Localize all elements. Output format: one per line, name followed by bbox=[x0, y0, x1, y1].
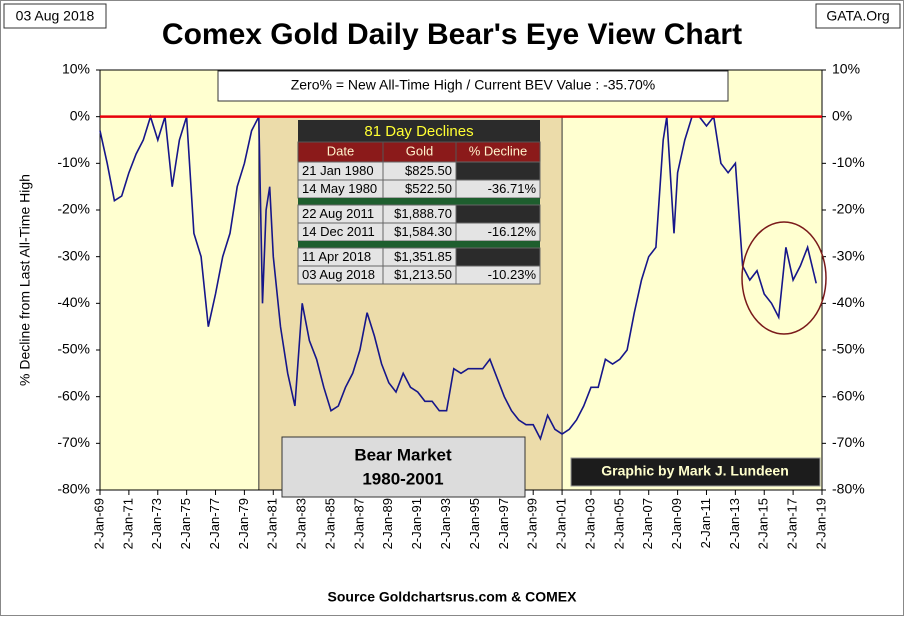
y2-tick-label: -60% bbox=[832, 387, 865, 403]
y2-tick-label: -80% bbox=[832, 481, 865, 497]
x-tick-label: 2-Jan-91 bbox=[409, 498, 424, 549]
y-tick-label: -20% bbox=[57, 201, 90, 217]
x-tick-label: 2-Jan-73 bbox=[149, 498, 164, 549]
x-tick-label: 2-Jan-17 bbox=[785, 498, 800, 549]
y-tick-label: 10% bbox=[62, 61, 90, 77]
x-tick-label: 2-Jan-05 bbox=[611, 498, 626, 549]
x-tick-label: 2-Jan-75 bbox=[178, 498, 193, 549]
table-cell-text: 14 May 1980 bbox=[302, 181, 377, 196]
date-label: 03 Aug 2018 bbox=[16, 8, 95, 24]
source: Source Goldchartsrus.com & COMEX bbox=[328, 589, 578, 605]
y2-tick-label: -20% bbox=[832, 201, 865, 217]
x-tick-label: 2-Jan-01 bbox=[554, 498, 569, 549]
x-tick-label: 2-Jan-71 bbox=[120, 498, 135, 549]
x-tick-label: 2-Jan-03 bbox=[582, 498, 597, 549]
y2-tick-label: 0% bbox=[832, 107, 852, 123]
x-tick-label: 2-Jan-97 bbox=[496, 498, 511, 549]
table-cell-text: -10.23% bbox=[488, 267, 537, 282]
table-cell-text: $825.50 bbox=[405, 163, 452, 178]
table-separator bbox=[298, 241, 540, 248]
y-tick-label: 0% bbox=[70, 107, 90, 123]
table-cell-text: -36.71% bbox=[488, 181, 537, 196]
y-tick-label: -10% bbox=[57, 154, 90, 170]
y-tick-label: -40% bbox=[57, 294, 90, 310]
table-cell-text: 22 Aug 2011 bbox=[302, 206, 374, 221]
y2-tick-label: -50% bbox=[832, 341, 865, 357]
region-label: Bear Market bbox=[354, 445, 452, 464]
note-box bbox=[217, 70, 729, 102]
x-tick-label: 2-Jan-81 bbox=[265, 498, 280, 549]
table-cell-text: -16.12% bbox=[488, 224, 537, 239]
credit: Graphic by Mark J. Lundeen bbox=[601, 463, 789, 479]
x-tick-label: 2-Jan-89 bbox=[380, 498, 395, 549]
table-cell-text: $1,351.85 bbox=[394, 249, 452, 264]
table-cell bbox=[455, 247, 541, 267]
table-header: % Decline bbox=[469, 143, 528, 158]
x-tick-label: 2-Jan-93 bbox=[438, 498, 453, 549]
chart-title: Comex Gold Daily Bear's Eye View Chart bbox=[162, 18, 742, 51]
x-tick-label: 2-Jan-19 bbox=[813, 498, 828, 549]
table-cell-text: 03 Aug 2018 bbox=[302, 267, 375, 282]
table-cell-text: 14 Dec 2011 bbox=[302, 224, 375, 239]
y2-tick-label: 10% bbox=[832, 61, 860, 77]
x-tick-label: 2-Jan-83 bbox=[294, 498, 309, 549]
y2-tick-label: -10% bbox=[832, 154, 865, 170]
highlight-circle bbox=[741, 221, 827, 335]
table-header: Gold bbox=[406, 143, 433, 158]
x-tick-label: 2-Jan-69 bbox=[91, 498, 106, 549]
x-tick-label: 2-Jan-87 bbox=[351, 498, 366, 549]
x-tick-label: 2-Jan-99 bbox=[525, 498, 540, 549]
table-header: Date bbox=[327, 143, 354, 158]
table-cell bbox=[455, 265, 541, 285]
y2-tick-label: -30% bbox=[832, 247, 865, 263]
region-label: 1980-2001 bbox=[362, 469, 443, 488]
y-tick-label: -60% bbox=[57, 387, 90, 403]
x-tick-label: 2-Jan-09 bbox=[669, 498, 684, 549]
y-tick-label: -50% bbox=[57, 341, 90, 357]
table-cell-text: $522.50 bbox=[405, 181, 452, 196]
x-tick-label: 2-Jan-95 bbox=[467, 498, 482, 549]
y2-tick-label: -70% bbox=[832, 434, 865, 450]
y-tick-label: -80% bbox=[57, 481, 90, 497]
x-tick-label: 2-Jan-11 bbox=[698, 498, 713, 548]
x-tick-label: 2-Jan-85 bbox=[322, 498, 337, 549]
y-tick-label: -30% bbox=[57, 247, 90, 263]
credit-box bbox=[570, 457, 821, 487]
x-tick-label: 2-Jan-15 bbox=[756, 498, 771, 549]
note: Zero% = New All-Time High / Current BEV … bbox=[291, 77, 656, 93]
x-tick-label: 2-Jan-13 bbox=[727, 498, 742, 549]
table-cell bbox=[455, 204, 541, 224]
table-title-bg bbox=[298, 120, 540, 142]
table-cell-text: $1,213.50 bbox=[394, 267, 452, 282]
site-box bbox=[815, 3, 901, 29]
table-cell-text: 11 Apr 2018 bbox=[302, 249, 371, 264]
y2-tick-label: -40% bbox=[832, 294, 865, 310]
table-separator bbox=[298, 198, 540, 205]
x-tick-label: 2-Jan-07 bbox=[640, 498, 655, 549]
y-axis-title: % Decline from Last All-Time High bbox=[17, 174, 33, 386]
table-cell-text: $1,584.30 bbox=[394, 224, 452, 239]
table-title: 81 Day Declines bbox=[364, 123, 473, 140]
date-box bbox=[3, 3, 107, 29]
region-label-box bbox=[281, 436, 526, 498]
y-tick-label: -70% bbox=[57, 434, 90, 450]
x-tick-label: 2-Jan-79 bbox=[236, 498, 251, 549]
table-cell-text: 21 Jan 1980 bbox=[302, 163, 374, 178]
table-cell-text: $1,888.70 bbox=[394, 206, 452, 221]
table-cell bbox=[455, 161, 541, 181]
x-tick-label: 2-Jan-77 bbox=[207, 498, 222, 549]
site-label: GATA.Org bbox=[826, 8, 889, 24]
